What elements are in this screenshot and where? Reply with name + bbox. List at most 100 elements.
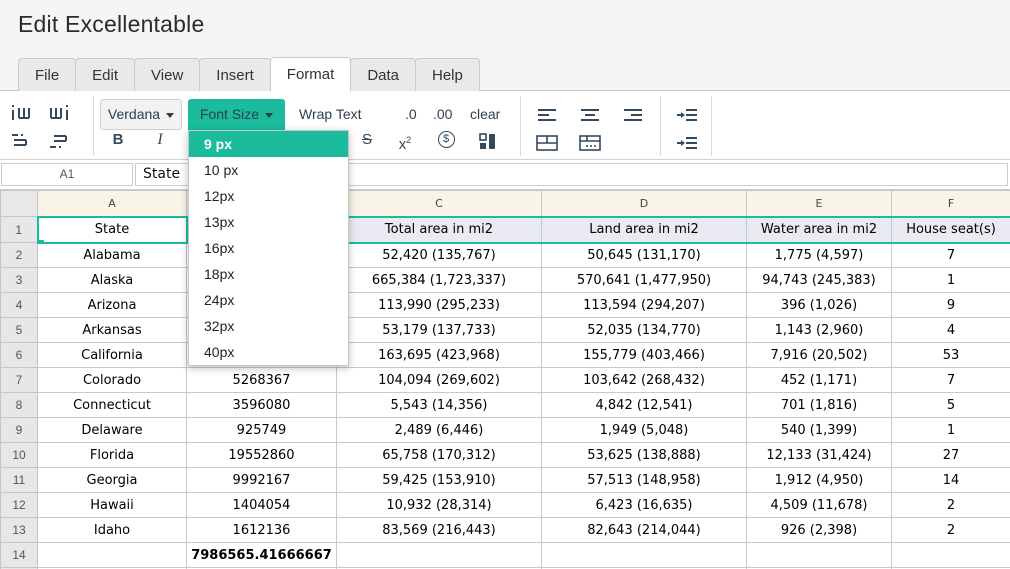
cell-e4[interactable]: 396 (1,026) (746, 292, 892, 318)
cell-f9[interactable]: 1 (891, 417, 1010, 443)
cell-d1[interactable]: Land area in mi2 (541, 215, 747, 244)
row-header-11[interactable]: 11 (0, 467, 38, 493)
insert-row-above-icon[interactable] (8, 129, 34, 153)
tab-format[interactable]: Format (269, 57, 352, 92)
row-header-10[interactable]: 10 (0, 442, 38, 468)
cell-b13[interactable]: 1612136 (186, 517, 337, 543)
row-header-14[interactable]: 14 (0, 542, 38, 568)
cell-c12[interactable]: 10,932 (28,314) (336, 492, 542, 518)
font-size-option-9px[interactable]: 9 px (189, 131, 348, 157)
column-header-e[interactable]: E (746, 190, 892, 217)
cell-a1[interactable]: State (36, 215, 188, 244)
row-header-6[interactable]: 6 (0, 342, 38, 368)
cell-d3[interactable]: 570,641 (1,477,950) (541, 267, 747, 293)
row-header-5[interactable]: 5 (0, 317, 38, 343)
align-center-icon[interactable] (577, 103, 603, 127)
superscript-button[interactable]: x2 (398, 135, 412, 153)
cell-a9[interactable]: Delaware (37, 417, 187, 443)
cell-c8[interactable]: 5,543 (14,356) (336, 392, 542, 418)
cell-d5[interactable]: 52,035 (134,770) (541, 317, 747, 343)
tab-view[interactable]: View (134, 58, 201, 92)
cell-d8[interactable]: 4,842 (12,541) (541, 392, 747, 418)
cell-b14[interactable]: 7986565.41666667 (186, 542, 337, 568)
wrap-text-button[interactable]: Wrap Text (299, 106, 362, 122)
cell-e11[interactable]: 1,912 (4,950) (746, 467, 892, 493)
decrease-indent-icon[interactable] (674, 131, 700, 155)
decrease-decimal-button[interactable]: .0 (405, 106, 417, 122)
increase-indent-icon[interactable] (674, 103, 700, 127)
font-size-option-10px[interactable]: 10 px (204, 162, 239, 178)
insert-column-right-icon[interactable] (46, 101, 72, 125)
cell-e3[interactable]: 94,743 (245,383) (746, 267, 892, 293)
tab-edit[interactable]: Edit (75, 58, 136, 92)
cell-a11[interactable]: Georgia (37, 467, 187, 493)
cell-d6[interactable]: 155,779 (403,466) (541, 342, 747, 368)
cell-e10[interactable]: 12,133 (31,424) (746, 442, 892, 468)
row-header-7[interactable]: 7 (0, 367, 38, 393)
cell-f6[interactable]: 53 (891, 342, 1010, 368)
cell-e14[interactable] (746, 542, 892, 568)
cell-d12[interactable]: 6,423 (16,635) (541, 492, 747, 518)
cell-a8[interactable]: Connecticut (37, 392, 187, 418)
cell-c1[interactable]: Total area in mi2 (336, 215, 542, 244)
cell-b8[interactable]: 3596080 (186, 392, 337, 418)
cell-f10[interactable]: 27 (891, 442, 1010, 468)
cell-c5[interactable]: 53,179 (137,733) (336, 317, 542, 343)
cell-d2[interactable]: 50,645 (131,170) (541, 242, 747, 268)
row-header-2[interactable]: 2 (0, 242, 38, 268)
cell-e5[interactable]: 1,143 (2,960) (746, 317, 892, 343)
cell-b11[interactable]: 9992167 (186, 467, 337, 493)
cell-d11[interactable]: 57,513 (148,958) (541, 467, 747, 493)
font-size-option-12px[interactable]: 12px (204, 188, 235, 204)
cell-d7[interactable]: 103,642 (268,432) (541, 367, 747, 393)
cell-b7[interactable]: 5268367 (186, 367, 337, 393)
font-size-option-40px[interactable]: 40px (204, 344, 235, 360)
cell-f4[interactable]: 9 (891, 292, 1010, 318)
cell-reference-box[interactable]: A1 (1, 163, 133, 186)
clear-formatting-button[interactable]: clear (470, 106, 501, 122)
cell-e9[interactable]: 540 (1,399) (746, 417, 892, 443)
cell-e12[interactable]: 4,509 (11,678) (746, 492, 892, 518)
font-family-button[interactable]: Verdana (100, 99, 182, 130)
column-header-d[interactable]: D (541, 190, 747, 217)
row-header-13[interactable]: 13 (0, 517, 38, 543)
currency-format-button[interactable]: $ (434, 127, 458, 153)
font-size-option-13px[interactable]: 13px (204, 214, 235, 230)
cell-f2[interactable]: 7 (891, 242, 1010, 268)
cell-d9[interactable]: 1,949 (5,048) (541, 417, 747, 443)
align-right-icon[interactable] (620, 103, 646, 127)
cell-c14[interactable] (336, 542, 542, 568)
cell-d10[interactable]: 53,625 (138,888) (541, 442, 747, 468)
select-all-corner[interactable] (0, 190, 38, 217)
cell-a14[interactable] (37, 542, 187, 568)
font-size-option-32px[interactable]: 32px (204, 318, 235, 334)
row-header-8[interactable]: 8 (0, 392, 38, 418)
cell-a4[interactable]: Arizona (37, 292, 187, 318)
cell-format-grid-icon[interactable] (474, 129, 500, 153)
cell-d14[interactable] (541, 542, 747, 568)
cell-e13[interactable]: 926 (2,398) (746, 517, 892, 543)
cell-f8[interactable]: 5 (891, 392, 1010, 418)
cell-e2[interactable]: 1,775 (4,597) (746, 242, 892, 268)
merge-cells-icon[interactable] (534, 131, 560, 155)
column-header-f[interactable]: F (891, 190, 1010, 217)
column-header-c[interactable]: C (336, 190, 542, 217)
cell-a3[interactable]: Alaska (37, 267, 187, 293)
selection-fill-handle[interactable] (39, 239, 44, 241)
cell-f5[interactable]: 4 (891, 317, 1010, 343)
strikethrough-button[interactable]: S (361, 131, 372, 148)
font-size-option-16px[interactable]: 16px (204, 240, 235, 256)
tab-data[interactable]: Data (350, 58, 416, 92)
cell-c7[interactable]: 104,094 (269,602) (336, 367, 542, 393)
cell-f13[interactable]: 2 (891, 517, 1010, 543)
tab-insert[interactable]: Insert (199, 58, 271, 92)
cell-f14[interactable] (891, 542, 1010, 568)
cell-b12[interactable]: 1404054 (186, 492, 337, 518)
cell-e7[interactable]: 452 (1,171) (746, 367, 892, 393)
cell-a2[interactable]: Alabama (37, 242, 187, 268)
cell-c6[interactable]: 163,695 (423,968) (336, 342, 542, 368)
row-header-3[interactable]: 3 (0, 267, 38, 293)
cell-f7[interactable]: 7 (891, 367, 1010, 393)
row-header-9[interactable]: 9 (0, 417, 38, 443)
cell-a7[interactable]: Colorado (37, 367, 187, 393)
